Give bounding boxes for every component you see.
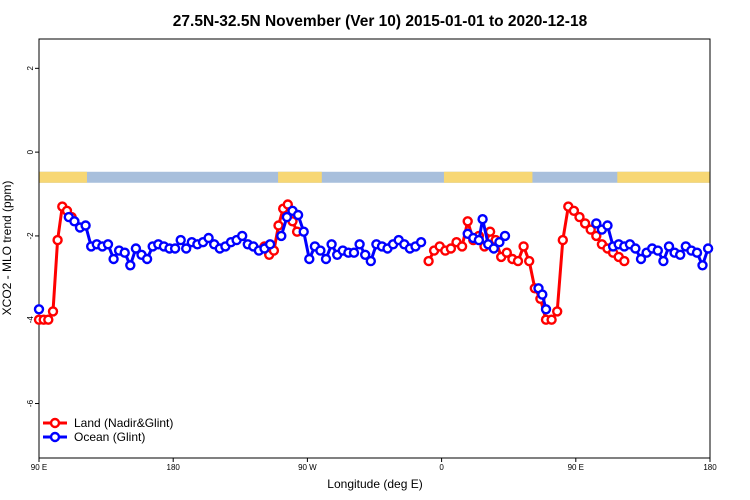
x-tick-label: 90 E xyxy=(568,463,584,472)
data-point xyxy=(537,289,548,300)
data-point xyxy=(304,253,315,265)
data-point xyxy=(276,230,287,242)
legend-land-marker xyxy=(49,417,61,429)
land-band xyxy=(39,171,87,183)
x-axis-label: Longitude (deg E) xyxy=(327,477,422,491)
data-point xyxy=(52,234,63,246)
data-point xyxy=(348,247,360,258)
data-point xyxy=(423,255,434,267)
land-band xyxy=(443,171,533,183)
x-tick-label: 90 W xyxy=(298,463,317,472)
data-point xyxy=(273,220,284,231)
data-point xyxy=(602,220,613,231)
data-point xyxy=(47,306,59,317)
x-tick-label: 180 xyxy=(703,463,717,472)
data-point xyxy=(69,216,80,227)
data-point xyxy=(591,230,602,242)
data-point xyxy=(298,226,309,237)
data-point xyxy=(365,255,376,267)
data-point xyxy=(675,249,686,261)
series-layer xyxy=(33,199,714,325)
data-point xyxy=(501,247,512,258)
chart-title: 27.5N-32.5N November (Ver 10) 2015-01-01… xyxy=(173,13,588,30)
data-point xyxy=(540,304,552,315)
data-point xyxy=(658,255,669,267)
data-point xyxy=(236,230,248,242)
legend-ocean-marker xyxy=(49,431,61,443)
series-ocean xyxy=(33,205,714,315)
data-point xyxy=(702,243,714,254)
legend-land-label: Land (Nadir&Glint) xyxy=(74,416,173,430)
data-point xyxy=(180,243,192,254)
data-point xyxy=(652,245,663,256)
data-point xyxy=(119,247,130,258)
data-point xyxy=(574,211,585,223)
data-point xyxy=(488,243,499,254)
data-point xyxy=(108,253,119,265)
data-point xyxy=(292,209,304,221)
data-point xyxy=(445,243,457,254)
data-point xyxy=(415,236,427,248)
data-point xyxy=(697,260,708,271)
y-tick-label: -2 xyxy=(26,232,35,240)
data-point xyxy=(494,236,505,248)
y-tick-label: 2 xyxy=(26,66,35,71)
x-tick-label: 90 E xyxy=(31,463,47,472)
data-point xyxy=(33,304,45,315)
land-band xyxy=(278,171,322,183)
data-point xyxy=(568,205,580,217)
y-tick-label: 0 xyxy=(26,149,35,154)
legend-ocean-label: Ocean (Glint) xyxy=(74,430,145,444)
series-land xyxy=(33,199,630,325)
data-point xyxy=(499,230,511,242)
data-point xyxy=(80,220,91,231)
data-point xyxy=(635,253,647,265)
data-point xyxy=(43,314,54,325)
data-point xyxy=(591,218,602,229)
data-point xyxy=(663,241,675,252)
ocean-band xyxy=(39,171,710,183)
data-point xyxy=(141,253,153,265)
data-point xyxy=(546,314,557,325)
data-point xyxy=(130,243,142,254)
x-tick-label: 0 xyxy=(439,463,444,472)
land-ocean-mask xyxy=(39,171,710,183)
data-point xyxy=(473,234,485,246)
series-line xyxy=(39,205,73,322)
data-point xyxy=(360,249,371,261)
data-point xyxy=(320,253,332,265)
x-axis: 90 E 180 90 W 0 90 E 180 xyxy=(31,458,717,472)
data-point xyxy=(524,255,535,267)
y-tick-label: -4 xyxy=(26,316,35,324)
data-point xyxy=(579,218,591,229)
data-point xyxy=(552,306,563,317)
data-point xyxy=(354,239,365,250)
data-point xyxy=(518,241,529,252)
land-band xyxy=(617,171,710,183)
data-point xyxy=(691,247,703,258)
data-point xyxy=(456,241,468,252)
data-point xyxy=(512,255,524,267)
data-point xyxy=(102,239,114,250)
data-point xyxy=(175,234,186,246)
data-point xyxy=(281,211,293,223)
data-point xyxy=(462,216,473,227)
y-axis: 2 0 -2 -4 -6 xyxy=(26,66,39,407)
legend: Land (Nadir&Glint) Ocean (Glint) xyxy=(43,416,173,444)
y-tick-label: -6 xyxy=(26,399,35,407)
data-point xyxy=(585,224,596,235)
data-point xyxy=(477,213,488,225)
data-point xyxy=(315,245,326,256)
data-point xyxy=(630,243,641,254)
x-tick-label: 180 xyxy=(167,463,181,472)
data-point xyxy=(125,260,136,271)
y-axis-label: XCO2 - MLO trend (ppm) xyxy=(0,181,14,316)
data-point xyxy=(326,239,337,250)
data-point xyxy=(169,243,181,254)
data-point xyxy=(619,255,630,267)
data-point xyxy=(203,232,214,244)
data-point xyxy=(264,239,276,250)
data-point xyxy=(557,234,568,246)
